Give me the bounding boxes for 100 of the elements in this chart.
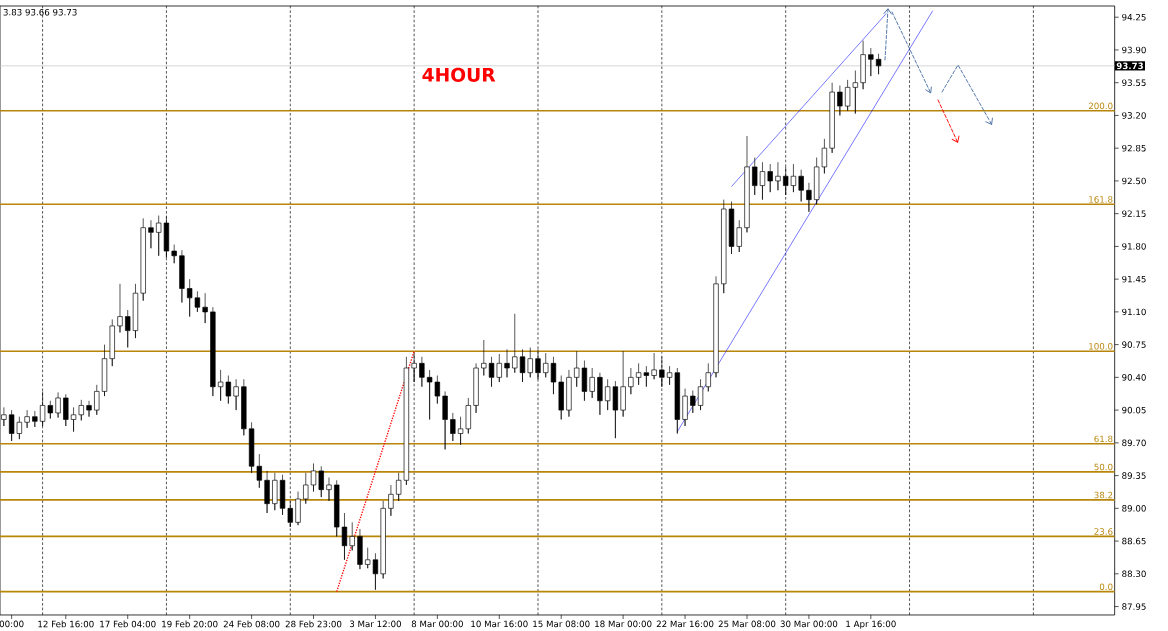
candlestick	[744, 135, 750, 233]
candlestick	[326, 477, 332, 502]
candlestick	[101, 344, 108, 397]
candlestick	[620, 350, 626, 417]
y-tick-label: 91.10	[1122, 308, 1146, 316]
candlestick	[690, 390, 696, 414]
x-tick-label: 28 Feb 23:00	[285, 620, 342, 628]
x-tick-label: 17 Feb 04:00	[100, 620, 156, 628]
x-tick-label: 1 Apr 16:00	[846, 620, 896, 629]
y-tick-label: 91.45	[1122, 275, 1146, 283]
candlestick	[388, 484, 394, 517]
candlestick	[775, 161, 781, 191]
annotation: 161.8	[1089, 196, 1113, 203]
y-tick-label: 90.05	[1122, 406, 1146, 414]
x-tick-label: 12 Feb 16:00	[38, 620, 94, 628]
candlestick	[597, 372, 603, 416]
y-tick-label: 90.75	[1122, 341, 1146, 348]
x-tick-label: 25 Mar 08:00	[718, 620, 776, 628]
y-tick-label: 92.50	[1122, 177, 1146, 185]
candlestick	[202, 292, 208, 324]
candlestick	[109, 319, 115, 367]
y-tick-label: 92.15	[1122, 210, 1146, 217]
candlestick	[233, 378, 239, 411]
x-tick-label: 24 Feb 08:00	[223, 620, 280, 628]
candlestick	[806, 182, 812, 213]
y-tick-label: 89.70	[1122, 439, 1146, 447]
candlestick	[24, 409, 30, 429]
candlestick	[798, 169, 804, 202]
y-tick-label: 93.55	[1122, 79, 1146, 86]
candlestick	[349, 522, 355, 551]
candlestick	[357, 528, 363, 570]
y-tick-label: 90.40	[1122, 374, 1146, 381]
x-tick-label: 19 Feb 20:00	[162, 620, 218, 628]
annotation: 61.8	[1094, 435, 1113, 443]
candlestick	[519, 348, 526, 383]
candlestick	[868, 47, 874, 77]
candlestick	[419, 356, 425, 388]
candlestick	[721, 199, 727, 294]
candlestick	[651, 352, 657, 380]
candlestick	[295, 491, 301, 526]
y-tick-label: 87.95	[1122, 603, 1146, 610]
candlestick	[736, 219, 742, 253]
candlestick	[512, 313, 518, 374]
candlestick	[148, 219, 154, 249]
candlestick	[504, 348, 510, 378]
candlestick	[875, 53, 882, 75]
x-tick-label: 3 Mar 12:00	[349, 620, 402, 628]
candlestick	[117, 283, 123, 333]
candlestick	[210, 306, 216, 397]
annotation: 0.0	[1099, 583, 1113, 590]
candlestick	[713, 276, 719, 378]
annotation: 38.2	[1094, 491, 1113, 499]
candlestick	[272, 472, 278, 511]
candlestick	[140, 218, 146, 301]
candlestick	[179, 249, 185, 303]
x-tick-label: 30 Mar 00:00	[780, 620, 838, 628]
candlestick	[171, 244, 177, 264]
annotation: 200.0	[1088, 102, 1113, 110]
y-tick-label: 94.25	[1122, 13, 1146, 21]
candlestick	[125, 309, 131, 348]
annotation: 3.83 93.66 93.73	[3, 8, 77, 16]
x-tick-label: 10 Mar 16:00	[471, 620, 528, 628]
candlestick	[589, 367, 595, 399]
candlestick	[55, 392, 61, 418]
candlestick	[860, 40, 866, 90]
x-tick-label: 00:00	[0, 620, 24, 628]
x-tick-label: 8 Mar 00:00	[411, 620, 463, 628]
candlestick	[837, 85, 843, 116]
candlestick	[450, 412, 456, 442]
y-tick-label: 89.00	[1122, 505, 1146, 512]
candlestick	[767, 163, 773, 193]
candlestick	[566, 369, 572, 417]
candlestick	[682, 388, 688, 427]
x-tick-label: 15 Mar 08:00	[533, 620, 590, 628]
candlestick	[318, 465, 324, 498]
ref-line-label: 93.73	[1116, 62, 1143, 70]
y-tick-label: 91.80	[1122, 243, 1146, 250]
candlestick	[86, 400, 92, 417]
candlestick	[63, 393, 69, 427]
candlestick	[32, 410, 38, 428]
candlestick	[94, 384, 100, 416]
candlestick	[303, 472, 309, 504]
y-tick-label: 89.35	[1122, 472, 1146, 479]
annotation: 50.0	[1094, 463, 1113, 471]
candlestick	[241, 378, 247, 436]
candlestick	[264, 470, 270, 514]
candlestick	[473, 363, 479, 414]
candlestick	[628, 367, 634, 395]
x-tick-label: 22 Mar 16:00	[656, 620, 714, 628]
candlestick	[527, 347, 533, 378]
candlestick	[829, 82, 835, 154]
candlestick	[442, 391, 448, 450]
annotation: 100.0	[1089, 343, 1113, 350]
x-tick-label: 18 Mar 00:00	[595, 620, 652, 628]
y-tick-label: 88.30	[1122, 570, 1146, 578]
candlestick	[558, 375, 564, 420]
annotation: 23.6	[1094, 528, 1113, 535]
candlestick	[728, 201, 735, 255]
candlestick	[481, 339, 487, 376]
y-tick-label: 92.85	[1122, 144, 1146, 152]
